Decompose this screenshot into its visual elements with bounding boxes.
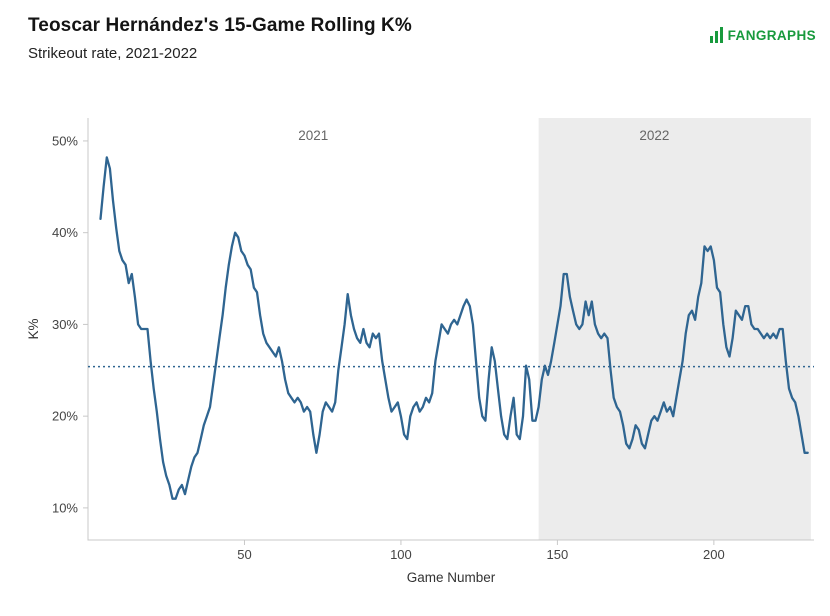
y-tick-label: 30% — [52, 317, 78, 332]
page-subtitle: Strikeout rate, 2021-2022 — [28, 45, 198, 62]
y-tick-label: 50% — [52, 133, 78, 148]
x-axis-label: Game Number — [407, 570, 496, 585]
chart-area: 2021 2022 10% 20% 30% 40% 50% 50 100 150 200 Game N… — [0, 100, 830, 605]
axis-lines — [87, 118, 814, 541]
season-2022-band — [538, 118, 811, 540]
rolling-kpct-chart: 2021 2022 10% 20% 30% 40% 50% 50 100 150 200 Game N… — [26, 118, 814, 585]
y-axis-label: K% — [26, 318, 41, 339]
x-tick-label: 50 — [237, 547, 251, 562]
fangraphs-wordmark: FANGRAPHS — [727, 27, 816, 43]
rolling-kpct-series-line — [99, 156, 809, 500]
fangraphs-logo[interactable]: FANGRAPHS — [709, 27, 816, 43]
y-tick-label: 10% — [52, 500, 78, 515]
x-tick-label: 150 — [547, 547, 569, 562]
x-tick-label: 100 — [390, 547, 412, 562]
y-tick-label: 40% — [52, 225, 78, 240]
page-title: Teoscar Hernández's 15-Game Rolling K% — [28, 15, 412, 36]
chart-header: Teoscar Hernández's 15-Game Rolling K% S… — [28, 15, 412, 62]
season-label-2021: 2021 — [298, 128, 328, 143]
season-label-2022: 2022 — [639, 128, 669, 143]
y-tick-label: 20% — [52, 409, 78, 424]
fangraphs-bars-icon — [709, 27, 723, 43]
x-tick-label: 200 — [703, 547, 725, 562]
